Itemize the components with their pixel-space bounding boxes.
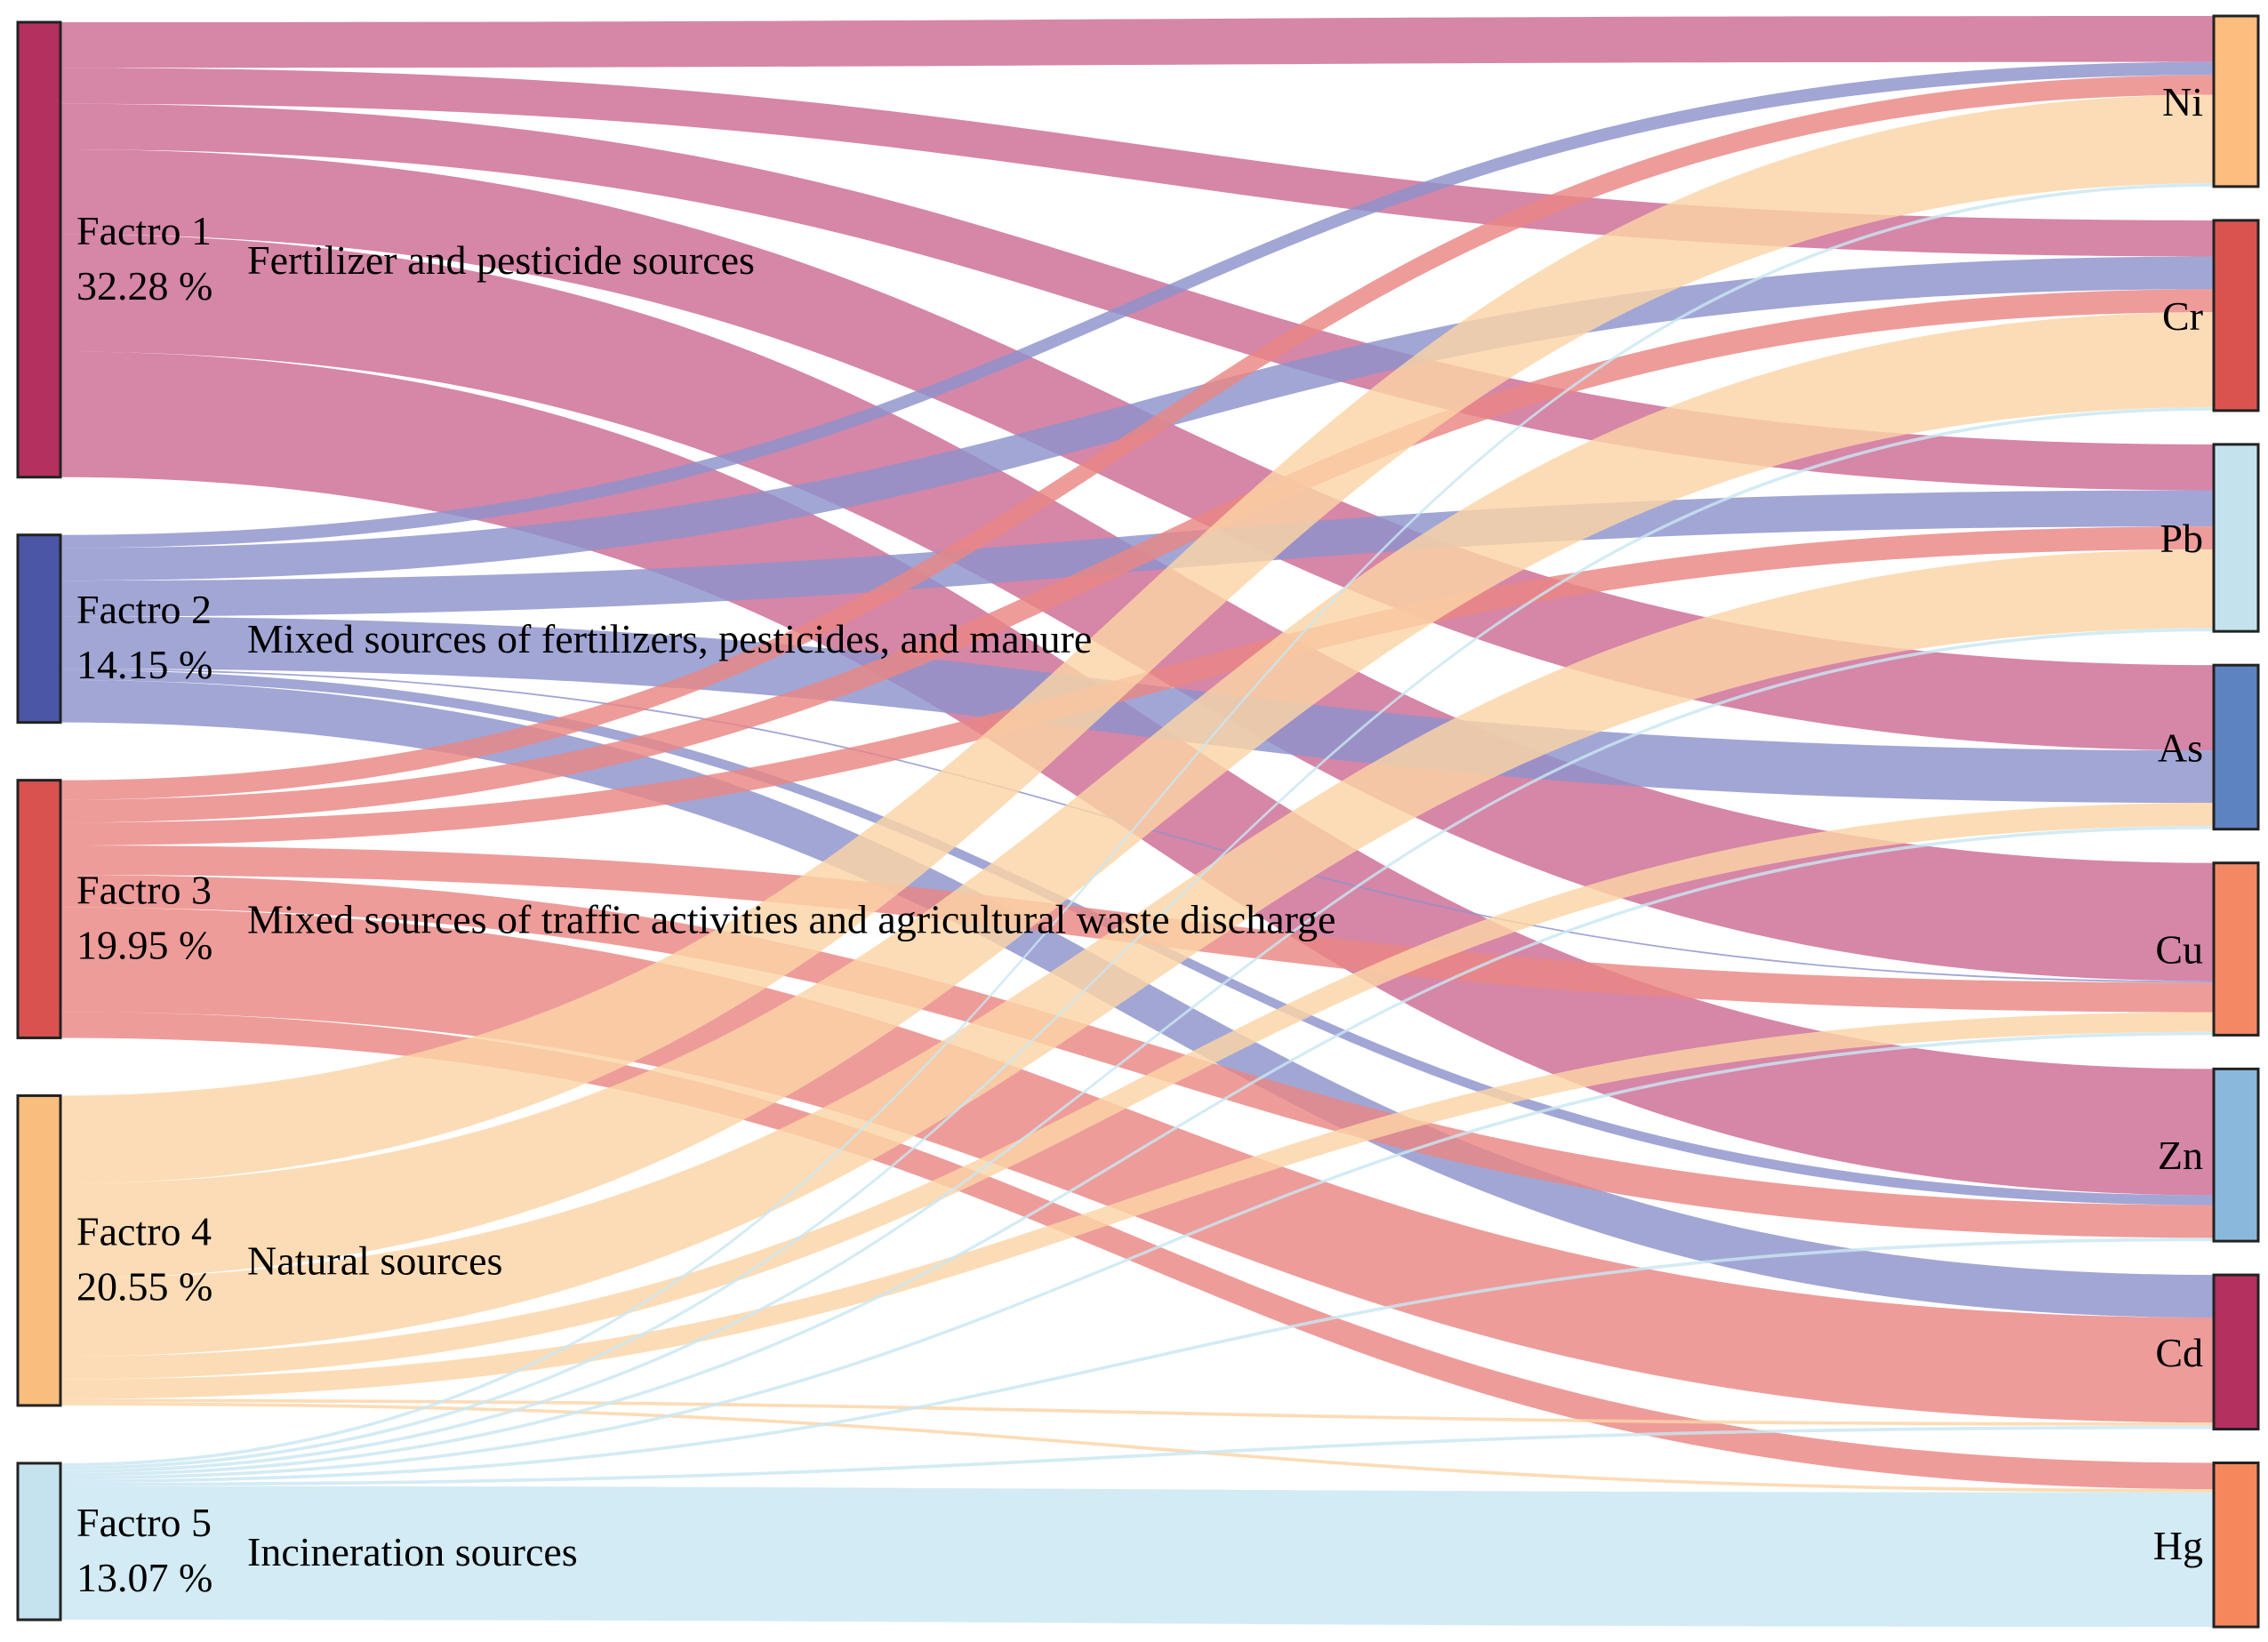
target-label-cu: Cu xyxy=(2155,927,2203,973)
flow-f4-pb xyxy=(60,549,2214,1357)
source-percent-f4: 20.55 % xyxy=(76,1264,212,1310)
target-node-ni xyxy=(2212,14,2260,188)
target-label-zn: Zn xyxy=(2158,1133,2203,1178)
flow-f5-hg xyxy=(60,1486,2214,1627)
sankey-nodes xyxy=(16,14,2260,1629)
sankey-labels: Factro 1 32.28 % Fertilizer and pesticide … xyxy=(76,79,2203,1600)
target-node-cu xyxy=(2212,861,2260,1037)
flow-f3-pb xyxy=(60,526,2214,846)
source-label-f3: Factro 3 xyxy=(76,868,212,913)
flow-f3-zn xyxy=(60,875,2214,1238)
target-label-pb: Pb xyxy=(2160,516,2203,561)
flow-f2-ni xyxy=(60,61,2214,549)
flow-f5-ni xyxy=(60,183,2214,1467)
source-node-f4 xyxy=(16,1093,62,1407)
target-label-ni: Ni xyxy=(2162,79,2203,124)
source-label-f5: Factro 5 xyxy=(76,1500,212,1545)
source-node-f3 xyxy=(16,779,62,1039)
flow-f5-zn xyxy=(60,1238,2214,1483)
target-node-hg xyxy=(2212,1462,2260,1629)
source-percent-f3: 19.95 % xyxy=(76,923,212,968)
source-node-f2 xyxy=(16,533,62,725)
source-description-f3: Mixed sources of traffic activities and … xyxy=(247,897,1336,942)
source-description-f1: Fertilizer and pesticide sources xyxy=(247,237,755,283)
source-description-f2: Mixed sources of fertilizers, pesticides… xyxy=(247,616,1092,661)
flow-f1-pb xyxy=(60,103,2214,491)
source-percent-f5: 13.07 % xyxy=(76,1555,212,1600)
source-node-f1 xyxy=(16,20,62,479)
source-description-f5: Incineration sources xyxy=(247,1529,578,1574)
source-node-f5 xyxy=(16,1462,62,1622)
target-node-cd xyxy=(2212,1273,2260,1431)
flow-f2-cr xyxy=(60,256,2214,581)
flow-f5-pb xyxy=(60,628,2214,1473)
flow-f3-hg xyxy=(60,1012,2214,1490)
source-label-f1: Factro 1 xyxy=(76,208,212,253)
flow-f4-cd xyxy=(60,1398,2214,1426)
flow-f2-as xyxy=(60,616,2214,804)
target-label-cr: Cr xyxy=(2162,293,2203,339)
flow-f4-hg xyxy=(60,1402,2214,1493)
source-label-f2: Factro 2 xyxy=(76,587,212,632)
flow-f5-cu xyxy=(60,1031,2214,1480)
target-label-hg: Hg xyxy=(2153,1523,2203,1568)
target-node-pb xyxy=(2212,443,2260,633)
source-percent-f1: 32.28 % xyxy=(76,263,212,308)
flow-f4-cu xyxy=(60,1012,2214,1399)
flow-f4-ni xyxy=(60,94,2214,1184)
sankey-links xyxy=(60,16,2214,1627)
target-label-as: As xyxy=(2158,725,2203,770)
target-node-cr xyxy=(2212,219,2260,413)
target-node-as xyxy=(2212,663,2260,831)
flow-f3-cr xyxy=(60,289,2214,823)
flow-f2-cd xyxy=(60,679,2214,1318)
flow-f5-as xyxy=(60,825,2214,1477)
flow-f4-cr xyxy=(60,312,2214,1278)
flow-f4-as xyxy=(60,803,2214,1380)
source-label-f4: Factro 4 xyxy=(76,1209,212,1254)
flow-f3-ni xyxy=(60,75,2214,800)
flow-f5-cd xyxy=(60,1425,2214,1486)
target-node-zn xyxy=(2212,1067,2260,1243)
flow-f1-ni xyxy=(60,16,2214,68)
source-percent-f2: 14.15 % xyxy=(76,642,212,687)
source-description-f4: Natural sources xyxy=(247,1238,502,1284)
flow-f5-cr xyxy=(60,407,2214,1470)
target-label-cd: Cd xyxy=(2155,1330,2203,1375)
flow-f1-as xyxy=(60,149,2214,751)
